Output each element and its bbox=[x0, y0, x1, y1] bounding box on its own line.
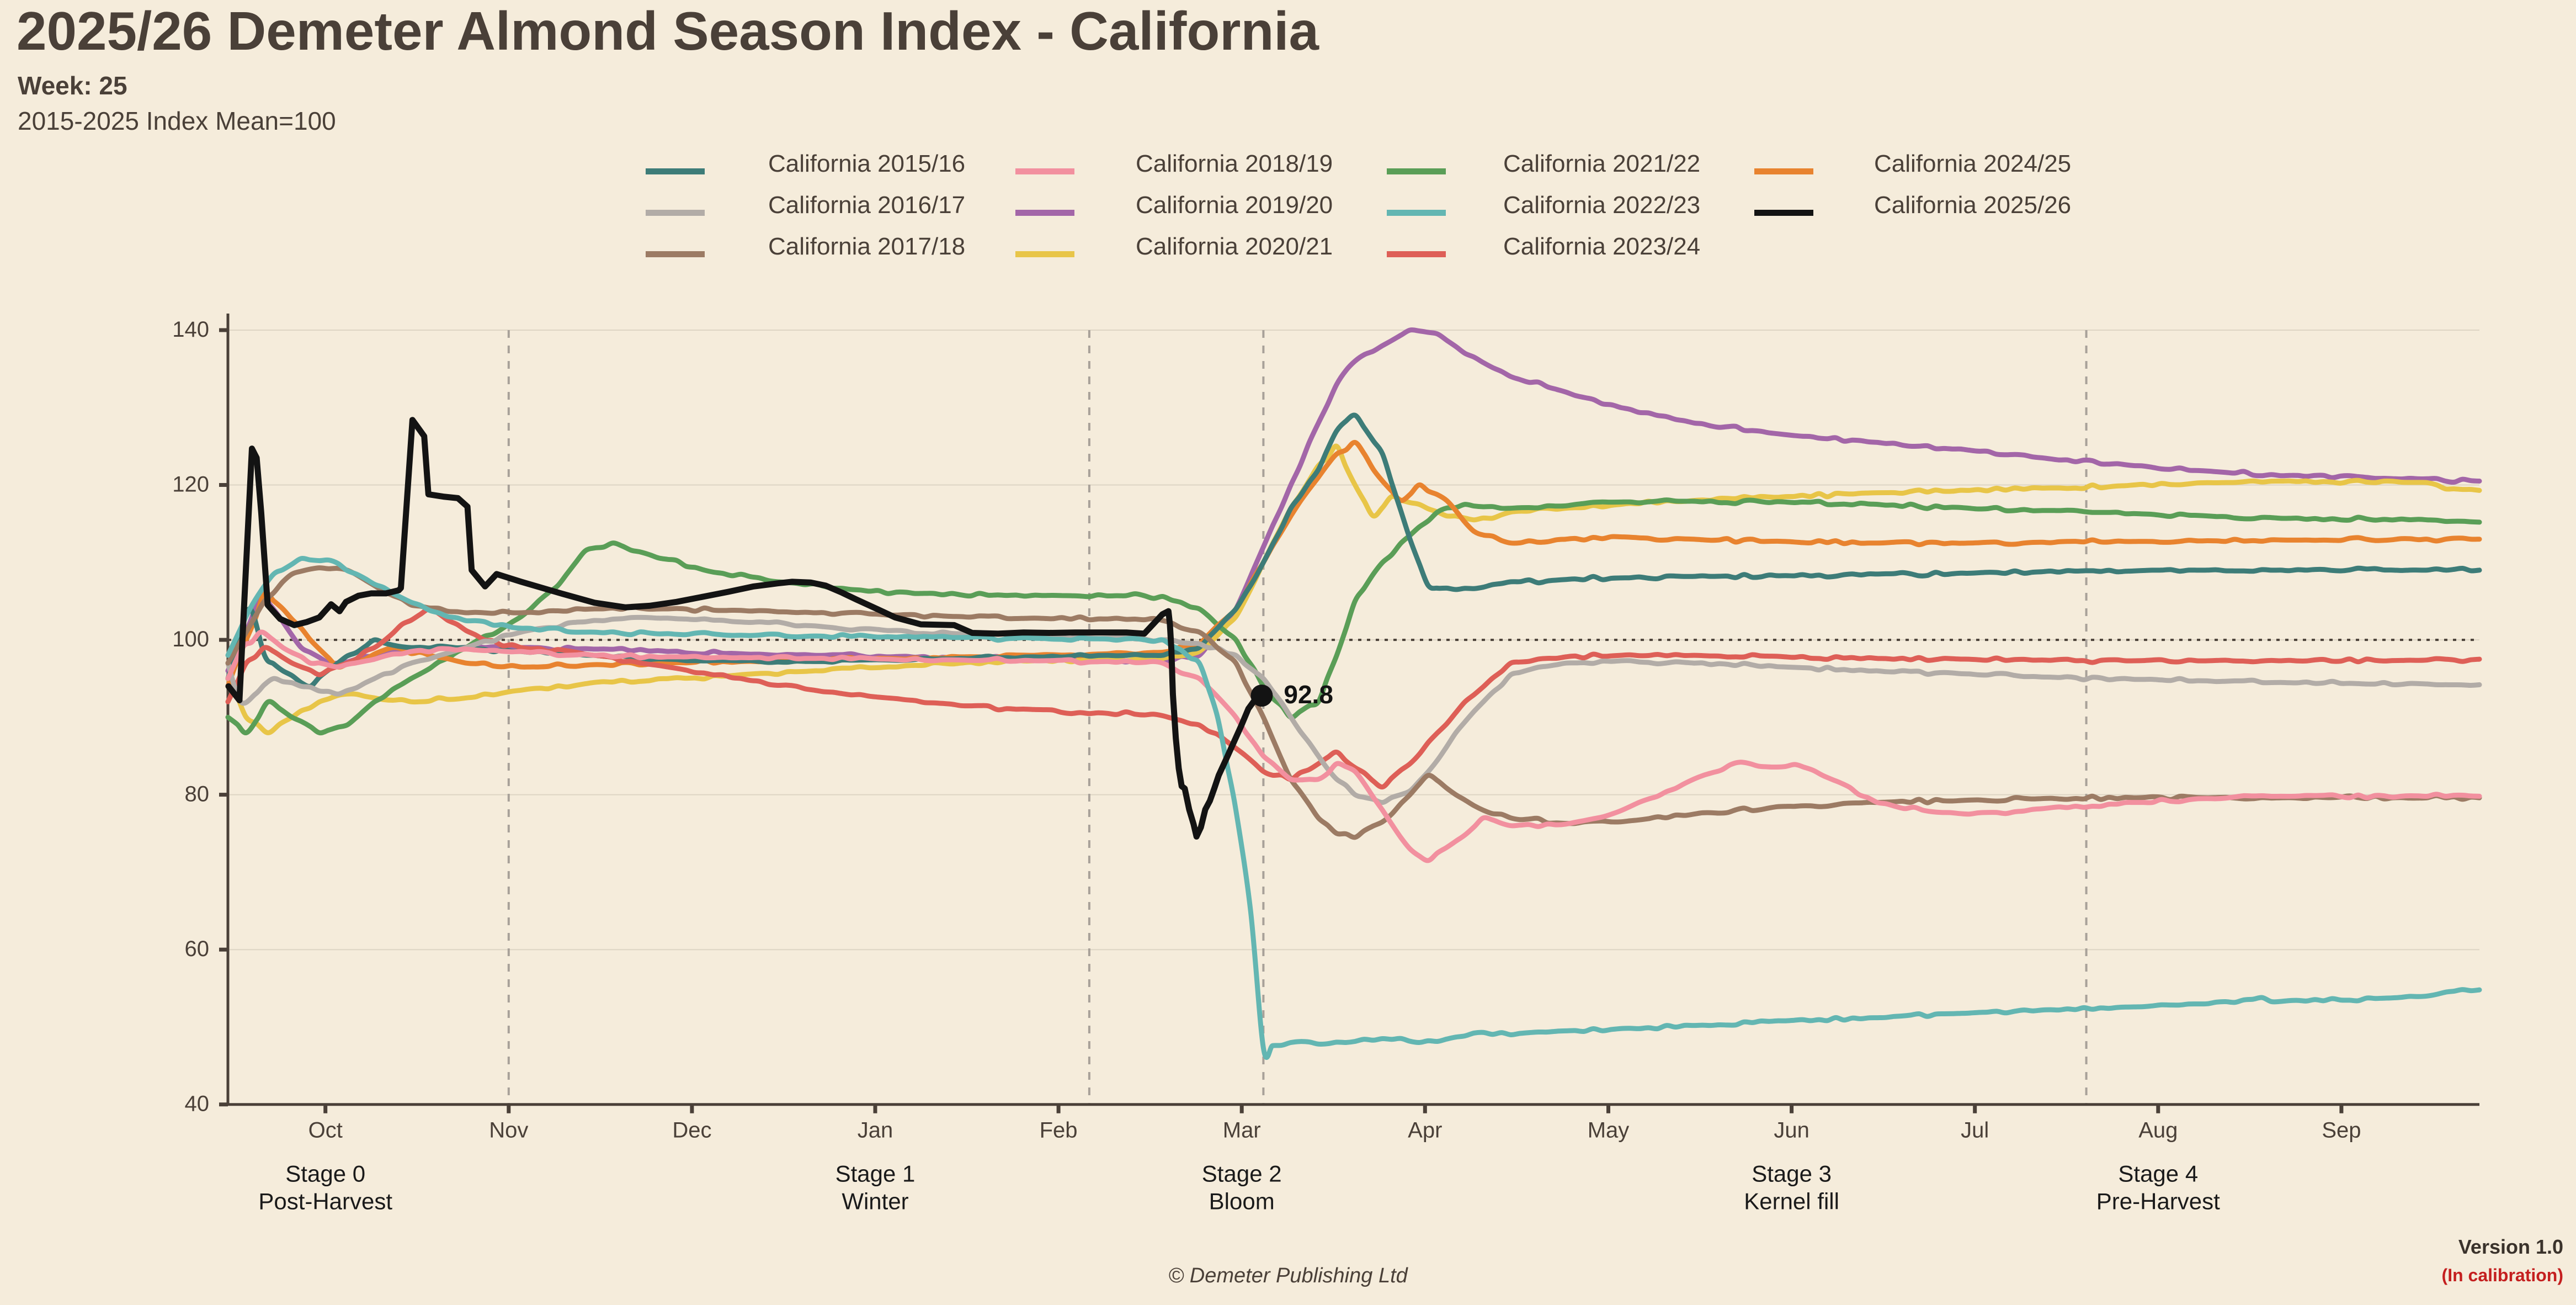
svg-text:Stage 3: Stage 3 bbox=[1752, 1161, 1832, 1187]
svg-text:Bloom: Bloom bbox=[1209, 1189, 1275, 1214]
svg-text:40: 40 bbox=[185, 1092, 210, 1116]
svg-text:May: May bbox=[1588, 1118, 1630, 1143]
svg-text:Aug: Aug bbox=[2138, 1118, 2178, 1143]
svg-text:Pre-Harvest: Pre-Harvest bbox=[2096, 1189, 2220, 1214]
svg-text:100: 100 bbox=[172, 627, 209, 651]
svg-text:Post-Harvest: Post-Harvest bbox=[258, 1189, 392, 1214]
svg-text:120: 120 bbox=[172, 473, 209, 497]
svg-text:Stage 0: Stage 0 bbox=[285, 1161, 365, 1187]
svg-text:Feb: Feb bbox=[1040, 1118, 1078, 1143]
svg-text:Sep: Sep bbox=[2322, 1118, 2361, 1143]
svg-text:Jul: Jul bbox=[1961, 1118, 1989, 1143]
svg-text:60: 60 bbox=[185, 937, 210, 961]
svg-text:Stage 2: Stage 2 bbox=[1202, 1161, 1282, 1187]
svg-text:Mar: Mar bbox=[1223, 1118, 1261, 1143]
svg-text:Apr: Apr bbox=[1408, 1118, 1442, 1143]
svg-text:Jun: Jun bbox=[1774, 1118, 1809, 1143]
svg-text:Dec: Dec bbox=[672, 1118, 711, 1143]
svg-text:Oct: Oct bbox=[308, 1118, 343, 1143]
svg-text:Jan: Jan bbox=[858, 1118, 893, 1143]
svg-text:Nov: Nov bbox=[489, 1118, 528, 1143]
svg-text:Stage 4: Stage 4 bbox=[2118, 1161, 2198, 1187]
svg-text:140: 140 bbox=[172, 317, 209, 342]
svg-text:92.8: 92.8 bbox=[1284, 680, 1333, 709]
svg-text:Winter: Winter bbox=[842, 1189, 908, 1214]
svg-text:Stage 1: Stage 1 bbox=[835, 1161, 916, 1187]
svg-text:Kernel fill: Kernel fill bbox=[1744, 1189, 1839, 1214]
svg-text:80: 80 bbox=[185, 782, 210, 807]
